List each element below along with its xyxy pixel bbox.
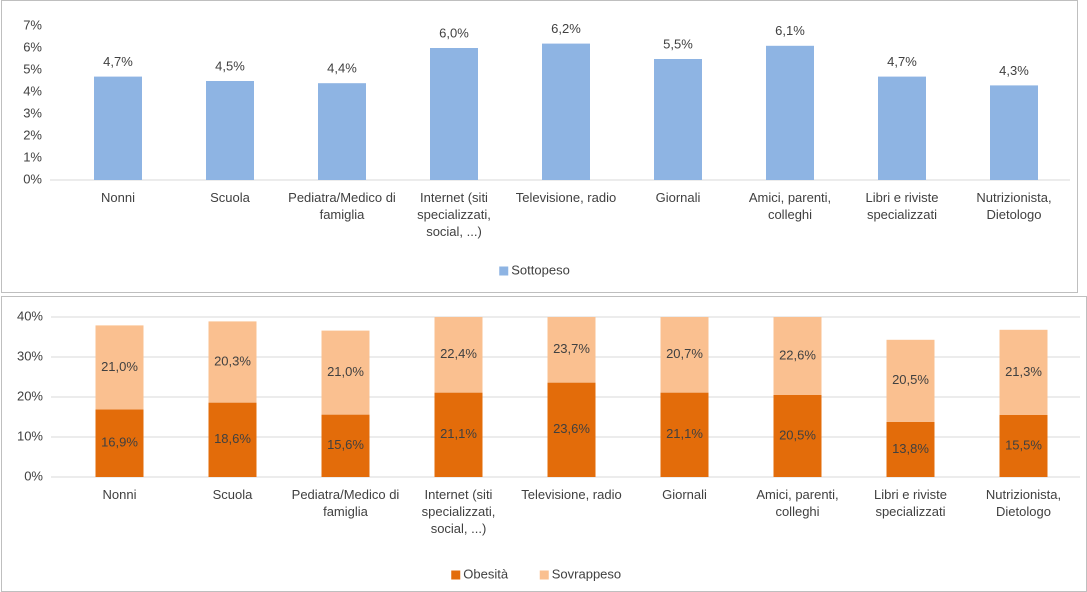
bar [999, 329, 1048, 415]
data-label: 4,3% [999, 63, 1029, 78]
legend-label: Obesità [463, 566, 509, 581]
bar [886, 339, 935, 422]
bars [94, 43, 1038, 180]
y-tick-label: 7% [23, 17, 42, 32]
x-tick-label: Internet (siti specializzati, social, ..… [417, 190, 491, 239]
bar [660, 317, 709, 393]
x-tick-label: Scuola [212, 487, 253, 502]
data-label: 16,9% [101, 435, 138, 450]
x-tick-label: Televisione, radio [515, 190, 617, 205]
bar [95, 325, 144, 410]
data-label: 13,8% [892, 441, 929, 456]
bar [208, 321, 257, 403]
bar [321, 414, 370, 477]
x-tick-label: Pediatra/Medico di famiglia [291, 487, 400, 519]
data-label: 6,1% [775, 23, 805, 38]
bar [999, 415, 1048, 477]
y-tick-label: 1% [23, 149, 42, 164]
y-tick-label: 40% [17, 308, 43, 323]
y-tick-label: 0% [23, 171, 42, 186]
data-label: 5,5% [663, 36, 693, 51]
legend-swatch [499, 266, 509, 276]
data-label: 6,2% [551, 21, 581, 36]
y-tick-label: 20% [17, 388, 43, 403]
y-tick-label: 30% [17, 348, 43, 363]
data-label: 23,7% [553, 341, 590, 356]
x-tick-label: Libri e riviste specializzati [874, 487, 947, 519]
data-label: 15,5% [1005, 437, 1042, 452]
data-label: 18,6% [214, 431, 251, 446]
x-tick-label: Giornali [662, 487, 707, 502]
data-label: 20,7% [666, 346, 703, 361]
bar [94, 76, 142, 180]
bar [773, 317, 822, 395]
x-tick-label: Giornali [655, 190, 701, 205]
data-label: 20,3% [214, 353, 251, 368]
bar [654, 59, 702, 180]
bar [318, 83, 366, 180]
data-label: 20,5% [892, 372, 929, 387]
y-tick-label: 5% [23, 61, 42, 76]
bar [547, 382, 596, 477]
bar [321, 330, 370, 415]
data-label: 15,6% [327, 437, 364, 452]
bar [95, 409, 144, 477]
data-label: 4,7% [103, 54, 133, 69]
bar [547, 317, 596, 383]
x-tick-label: Nonni [101, 190, 135, 205]
bar [542, 43, 590, 180]
bar [990, 85, 1038, 180]
bar [766, 45, 814, 180]
x-tick-label: Libri e riviste specializzati [865, 190, 939, 222]
y-tick-label: 2% [23, 127, 42, 142]
y-tick-label: 3% [23, 105, 42, 120]
bar [773, 395, 822, 477]
data-label: 21,0% [327, 364, 364, 379]
legend-label: Sottopeso [511, 262, 570, 277]
data-label: 21,1% [666, 426, 703, 441]
data-label: 21,1% [440, 426, 477, 441]
data-label: 22,6% [779, 347, 816, 362]
data-label: 6,0% [439, 25, 469, 40]
bar [206, 81, 254, 180]
bar [430, 48, 478, 180]
data-label: 21,0% [101, 359, 138, 374]
legend-swatch [539, 570, 549, 580]
bars [95, 317, 1048, 477]
data-label: 4,5% [215, 58, 245, 73]
x-tick-label: Televisione, radio [521, 487, 622, 502]
legend-label: Sovrappeso [552, 566, 621, 581]
data-label: 21,3% [1005, 364, 1042, 379]
x-tick-label: Scuola [210, 190, 250, 205]
data-label: 4,7% [887, 54, 917, 69]
bar [886, 421, 935, 477]
legend-swatch [451, 570, 461, 580]
x-tick-label: Nonni [102, 487, 137, 502]
y-tick-label: 6% [23, 39, 42, 54]
bar [434, 317, 483, 393]
bar [208, 402, 257, 477]
bar [434, 392, 483, 477]
x-tick-label: Nutrizionista, Dietologo [985, 487, 1062, 519]
x-tick-label: Internet (siti specializzati, social, ..… [421, 487, 496, 536]
x-tick-label: Nutrizionista, Dietologo [976, 190, 1052, 222]
y-tick-label: 0% [24, 468, 43, 483]
bar [660, 392, 709, 477]
y-tick-label: 4% [23, 83, 42, 98]
x-tick-label: Amici, parenti, colleghi [748, 190, 832, 222]
panel-top [1, 0, 1078, 293]
y-tick-label: 10% [17, 428, 43, 443]
bar [878, 76, 926, 180]
data-label: 23,6% [553, 421, 590, 436]
data-label: 20,5% [779, 427, 816, 442]
x-tick-label: Amici, parenti, colleghi [756, 487, 839, 519]
data-label: 4,4% [327, 61, 357, 76]
data-label: 22,4% [440, 346, 477, 361]
x-tick-label: Pediatra/Medico di famiglia [288, 190, 396, 222]
